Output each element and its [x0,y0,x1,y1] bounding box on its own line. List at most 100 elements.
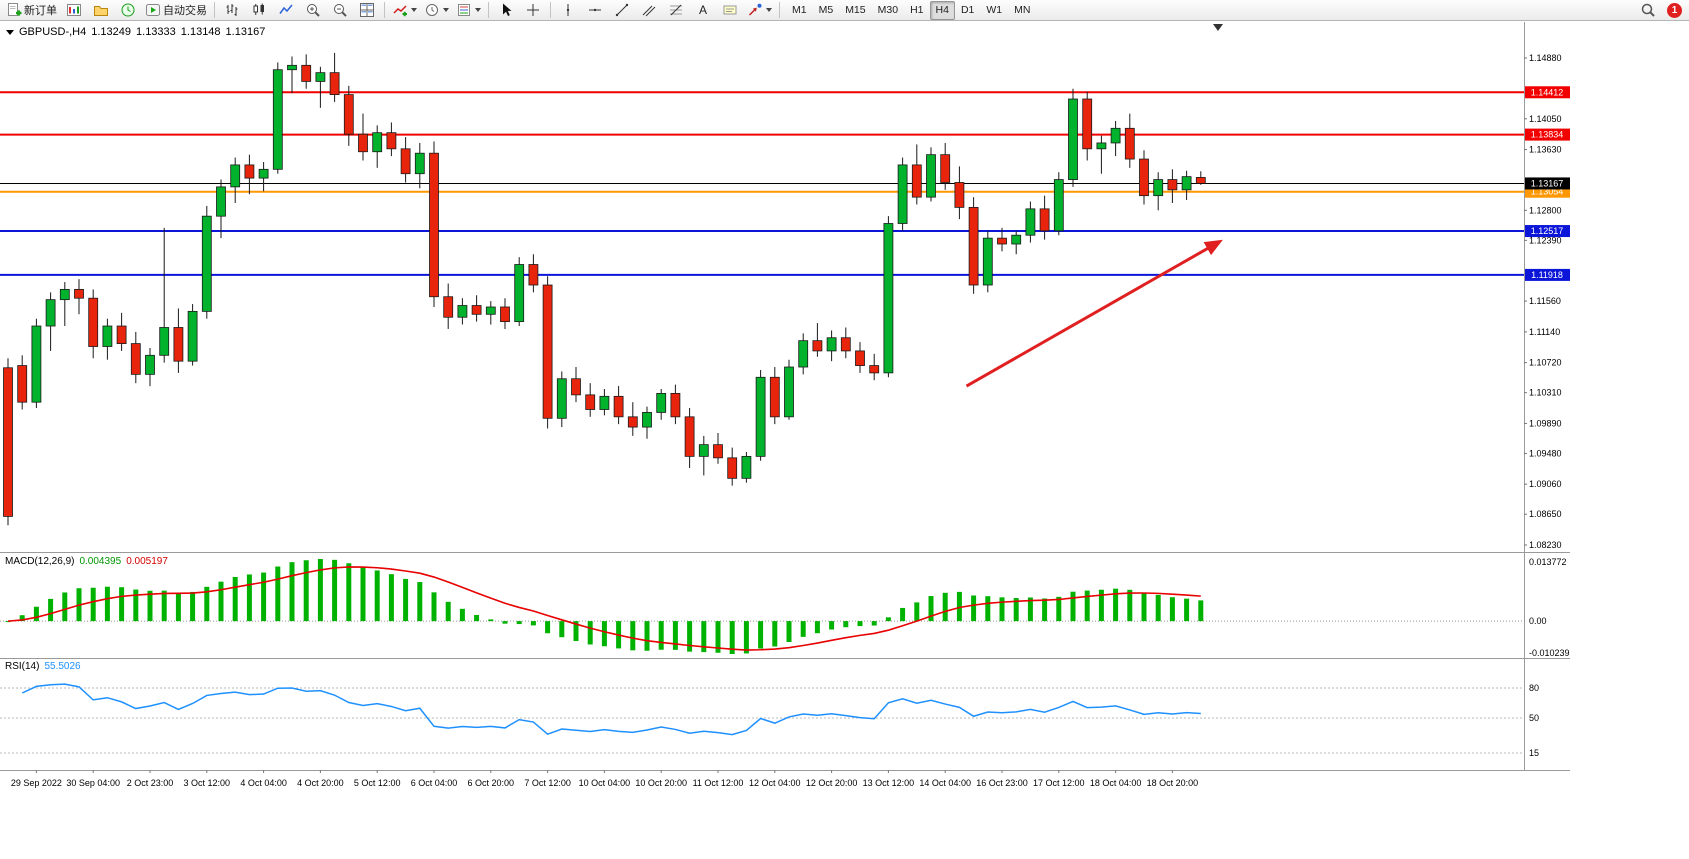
horizontal-line-icon [587,2,603,18]
svg-text:6 Oct 20:00: 6 Oct 20:00 [468,778,515,788]
svg-text:12 Oct 04:00: 12 Oct 04:00 [749,778,801,788]
price-axis[interactable]: 1.14880 1.14050 1.13630 1.12800 1.12390 1.115… [1524,53,1570,550]
tile-windows-icon [359,2,375,18]
toolbar-fibonacci-button[interactable] [663,0,689,21]
toolbar-templates-button[interactable] [453,0,484,21]
toolbar: 新订单 自动交易 A M1 M5 M15 M30 H1 H4 D1 W1 MN 1 [0,0,1689,21]
macd-panel[interactable]: 0.013772 0.00 -0.010239 [0,557,1570,658]
toolbar-terminal-button[interactable] [115,0,141,21]
dropdown-caret-icon [411,8,417,12]
toolbar-separator [779,2,780,18]
svg-text:1.13630: 1.13630 [1529,145,1562,155]
arrows-icon [747,2,763,18]
timeframe-m30-button[interactable]: M30 [877,4,899,16]
zoom-in-icon [305,2,321,18]
close-price-label: 1.13167 [225,26,266,38]
toolbar-zoom-in-button[interactable] [300,0,326,21]
toolbar-profiles-button[interactable] [88,0,114,21]
timeframe-h4-button[interactable]: H4 [929,0,955,20]
svg-text:1.12390: 1.12390 [1529,235,1562,245]
timeframe-mn-button[interactable]: MN [1014,4,1031,16]
svg-text:1.09480: 1.09480 [1529,448,1562,458]
timeframe-d1-button[interactable]: D1 [960,4,975,16]
toolbar-equidistant-channel-button[interactable] [636,0,662,21]
svg-text:1.11140: 1.11140 [1529,327,1560,337]
svg-text:1.09060: 1.09060 [1529,479,1562,489]
rsi-panel[interactable]: 80 50 15 [0,683,1539,758]
svg-text:14 Oct 04:00: 14 Oct 04:00 [919,778,971,788]
svg-text:1.10720: 1.10720 [1529,358,1562,368]
toolbar-autotrading-button[interactable]: 自动交易 [142,0,210,21]
timeframe-m1-button[interactable]: M1 [792,4,807,16]
candlestick-chart-icon [251,2,267,18]
svg-text:50: 50 [1529,713,1539,723]
bars-chart-icon [224,2,240,18]
macd-indicator-label: MACD(12,26,9) 0.004395 0.005197 [5,556,173,567]
timeframe-w1-button[interactable]: W1 [986,4,1003,16]
svg-text:11 Oct 12:00: 11 Oct 12:00 [693,778,744,788]
svg-text:7 Oct 12:00: 7 Oct 12:00 [524,778,571,788]
toolbar-text-label-button[interactable] [717,0,743,21]
chart-frame [0,22,1570,771]
low-price-label: 1.13148 [180,26,221,38]
toolbar-indicators-button[interactable] [389,0,420,21]
toolbar-separator [384,2,385,18]
candlestick-series[interactable] [3,52,1206,526]
svg-text:80: 80 [1529,683,1539,693]
svg-text:1.12800: 1.12800 [1529,205,1562,215]
toolbar-vertical-line-button[interactable] [555,0,581,21]
chart-shift-marker[interactable] [1213,24,1223,31]
profiles-icon [93,2,109,18]
horizontal-level-lines[interactable] [0,91,1524,276]
svg-text:1.09890: 1.09890 [1529,418,1562,428]
svg-text:3 Oct 12:00: 3 Oct 12:00 [184,778,231,788]
toolbar-crosshair-button[interactable] [520,0,546,21]
text-label-icon [722,2,738,18]
dropdown-caret-icon [443,8,449,12]
symbol-timeframe-label: GBPUSD-,H4 [19,26,87,38]
toolbar-periods-button[interactable] [421,0,452,21]
timeframe-h1-button[interactable]: H1 [910,4,924,16]
time-axis[interactable]: 29 Sep 2022 30 Sep 04:00 2 Oct 23:00 3 Oct … [11,770,1198,788]
toolbar-cursor-button[interactable] [493,0,519,21]
toolbar-separator [214,2,215,18]
toolbar-zoom-out-button[interactable] [327,0,353,21]
rsi-indicator-label: RSI(14) 55.5026 [5,661,86,672]
cursor-icon [498,2,514,18]
timeframe-m15-button[interactable]: M15 [845,4,866,16]
dropdown-caret-icon [766,8,772,12]
timeframe-m5-button[interactable]: M5 [818,4,834,16]
svg-text:1.14880: 1.14880 [1529,53,1562,63]
svg-text:1.13834: 1.13834 [1531,130,1564,140]
toolbar-line-mode-button[interactable] [273,0,299,21]
line-chart-icon [278,2,294,18]
toolbar-tile-windows-button[interactable] [354,0,380,21]
svg-text:1.11560: 1.11560 [1529,296,1561,306]
text-icon: A [695,2,711,18]
svg-text:12 Oct 20:00: 12 Oct 20:00 [806,778,858,788]
toolbar-arrows-button[interactable] [744,0,775,21]
toolbar-trendline-button[interactable] [609,0,635,21]
toolbar-text-button[interactable]: A [690,0,716,21]
svg-text:-0.010239: -0.010239 [1529,648,1570,658]
search-button[interactable] [1635,0,1661,21]
trend-arrow[interactable] [965,239,1223,388]
toolbar-candles-mode-button[interactable] [246,0,272,21]
toolbar-horizontal-line-button[interactable] [582,0,608,21]
toolbar-bars-mode-button[interactable] [219,0,245,21]
svg-text:29 Sep 2022: 29 Sep 2022 [11,778,62,788]
macd-main-value: 0.004395 [79,556,122,567]
toolbar-new-order-button[interactable]: 新订单 [3,0,60,21]
chart-dropdown-icon[interactable] [6,30,14,35]
svg-text:0.013772: 0.013772 [1529,557,1567,567]
svg-text:18 Oct 20:00: 18 Oct 20:00 [1147,778,1199,788]
svg-text:1.08650: 1.08650 [1529,509,1562,519]
toolbar-separator [550,2,551,18]
toolbar-charts-button[interactable] [61,0,87,21]
svg-text:1.11918: 1.11918 [1531,270,1563,280]
toolbar-separator [488,2,489,18]
indicators-icon [392,2,408,18]
svg-text:1.14412: 1.14412 [1531,87,1564,97]
notification-badge[interactable]: 1 [1667,2,1682,18]
